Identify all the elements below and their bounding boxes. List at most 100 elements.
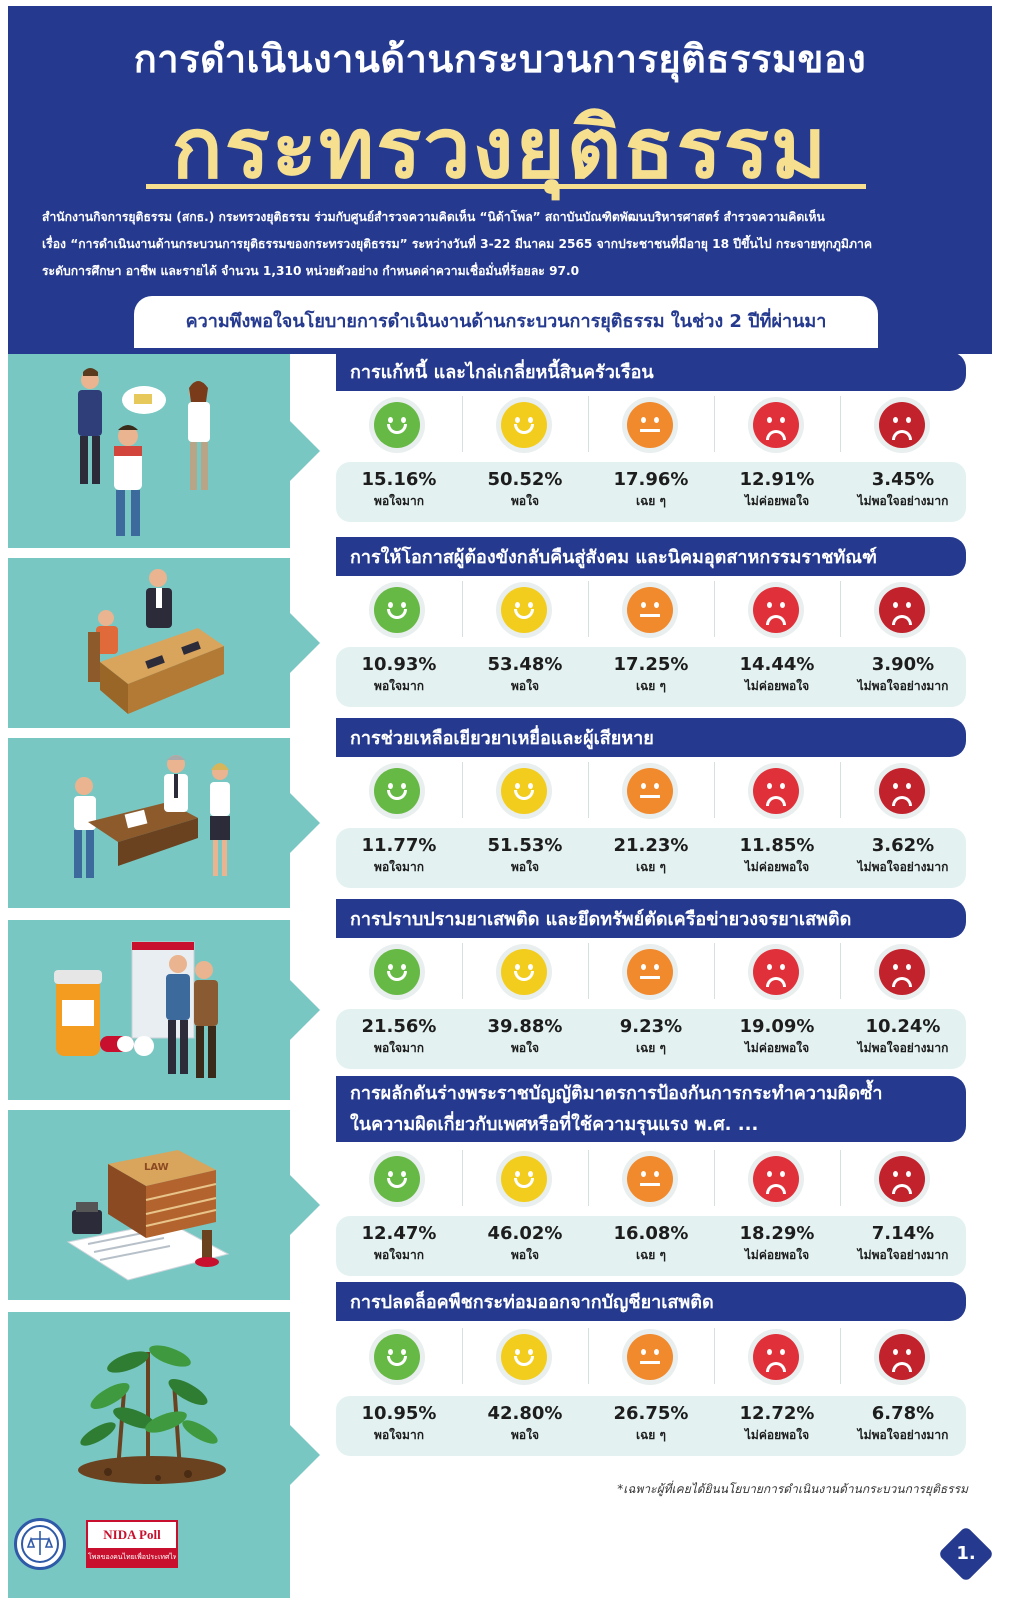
value-cell: 3.62% ไม่พอใจอย่างมาก (840, 828, 966, 888)
face-row (336, 581, 966, 637)
rating-label: ไม่ค่อยพอใจ (744, 1041, 810, 1055)
rating-label: พอใจมาก (374, 494, 424, 508)
value-cell: 26.75% เฉย ๆ (588, 1396, 714, 1456)
percentage: 6.78% (871, 1403, 935, 1424)
value-cell: 3.90% ไม่พอใจอย่างมาก (840, 647, 966, 707)
face-cell (462, 762, 588, 818)
face-cell (462, 943, 588, 999)
rating-label: ไม่ค่อยพอใจ (744, 1248, 810, 1262)
percentage: 50.52% (487, 469, 563, 490)
percentage: 10.95% (361, 1403, 437, 1424)
percentage: 46.02% (487, 1223, 563, 1244)
frown-darkred-icon (879, 402, 925, 448)
section-title: การปราบปรามยาเสพติด และยึดทรัพย์ตัดเครือ… (336, 899, 966, 938)
face-cell (840, 581, 966, 637)
percentage: 17.25% (613, 654, 689, 675)
rating-label: พอใจ (510, 860, 539, 874)
drug-arrest-illustration (54, 941, 218, 1078)
value-cell: 10.24% ไม่พอใจอย่างมาก (840, 1009, 966, 1069)
face-cell (588, 1150, 714, 1206)
percentage: 21.23% (613, 835, 689, 856)
intro-line: สำนักงานกิจการยุติธรรม (สกธ.) กระทรวงยุต… (42, 210, 825, 224)
rating-label: ไม่พอใจอย่างมาก (857, 1041, 949, 1055)
rating-label: พอใจ (510, 1041, 539, 1055)
percentage: 15.16% (361, 469, 437, 490)
value-cell: 39.88% พอใจ (462, 1009, 588, 1069)
section-title-line1: การผลักดันร่างพระราชบัญญัติมาตรการป้องกั… (350, 1083, 883, 1104)
face-cell (462, 396, 588, 452)
face-row (336, 1328, 966, 1384)
panel-arrow (290, 980, 320, 1040)
neutral-orange-icon (627, 587, 673, 633)
smile-green-icon (374, 949, 420, 995)
face-cell (462, 1328, 588, 1384)
smile-green-icon (374, 1156, 420, 1202)
victim-assistance-illustration (74, 755, 230, 878)
smile-green-icon (374, 402, 420, 448)
illustration-panel (8, 558, 320, 728)
face-row (336, 396, 966, 452)
section-title: การแก้หนี้ และไกล่เกลี่ยหนี้สินครัวเรือน (336, 352, 966, 391)
neutral-orange-icon (627, 768, 673, 814)
face-cell (462, 581, 588, 637)
neutral-orange-icon (627, 949, 673, 995)
values-row: 15.16% พอใจมาก 50.52% พอใจ 17.96% เฉย ๆ 12.… (336, 462, 966, 522)
logos: NIDA Poll โพลของคนไทยเพื่อประเทศไทย (14, 1514, 184, 1578)
value-cell: 42.80% พอใจ (462, 1396, 588, 1456)
page-number: 1. (956, 1543, 976, 1564)
percentage: 12.72% (739, 1403, 815, 1424)
value-cell: 21.56% พอใจมาก (336, 1009, 462, 1069)
ministry-seal-icon (14, 1518, 66, 1570)
title-underline (146, 184, 866, 189)
title-line1: การดำเนินงานด้านกระบวนการยุติธรรมของ (133, 37, 867, 81)
rating-label: พอใจ (510, 679, 539, 693)
illustration-panel (8, 738, 320, 908)
face-cell (462, 1150, 588, 1206)
frown-darkred-icon (879, 1156, 925, 1202)
value-cell: 9.23% เฉย ๆ (588, 1009, 714, 1069)
percentage: 9.23% (619, 1016, 683, 1037)
rating-label: พอใจ (510, 494, 539, 508)
face-cell (336, 762, 462, 818)
smile-yellow-icon (501, 949, 547, 995)
rating-label: พอใจมาก (374, 1041, 424, 1055)
percentage: 11.85% (739, 835, 815, 856)
law-book-label: LAW (144, 1162, 169, 1173)
illustration-panel (8, 354, 320, 548)
kratom-plant-illustration (78, 1345, 226, 1484)
frown-red-icon (753, 402, 799, 448)
section-title: การปลดล็อคพืชกระท่อมออกจากบัญชียาเสพติด (336, 1282, 966, 1321)
value-cell: 18.29% ไม่ค่อยพอใจ (714, 1216, 840, 1276)
percentage: 53.48% (487, 654, 563, 675)
rating-label: พอใจมาก (374, 1248, 424, 1262)
smile-green-icon (374, 768, 420, 814)
face-cell (588, 581, 714, 637)
frown-red-icon (753, 1334, 799, 1380)
panel-arrow (290, 421, 320, 481)
law-books-illustration: LAW (66, 1150, 230, 1281)
frown-darkred-icon (879, 1334, 925, 1380)
illustration-column: LAW (8, 354, 320, 1598)
neutral-orange-icon (627, 1156, 673, 1202)
panel-arrow (290, 793, 320, 853)
rating-label: เฉย ๆ (636, 1041, 666, 1055)
panel-arrow (290, 1175, 320, 1235)
percentage: 21.56% (361, 1016, 437, 1037)
percentage: 42.80% (487, 1403, 563, 1424)
smile-yellow-icon (501, 402, 547, 448)
rating-label: เฉย ๆ (636, 1428, 666, 1442)
value-cell: 21.23% เฉย ๆ (588, 828, 714, 888)
percentage: 39.88% (487, 1016, 563, 1037)
rating-label: ไม่ค่อยพอใจ (744, 679, 810, 693)
rating-label: ไม่พอใจอย่างมาก (857, 860, 949, 874)
values-row: 10.93% พอใจมาก 53.48% พอใจ 17.25% เฉย ๆ 14.… (336, 647, 966, 707)
rating-label: ไม่ค่อยพอใจ (744, 1428, 810, 1442)
rating-label: ไม่พอใจอย่างมาก (857, 1428, 949, 1442)
face-cell (840, 762, 966, 818)
percentage: 16.08% (613, 1223, 689, 1244)
rating-label: พอใจมาก (374, 1428, 424, 1442)
debt-mediation-illustration (78, 368, 210, 536)
rating-label: พอใจมาก (374, 679, 424, 693)
percentage: 3.45% (871, 469, 935, 490)
face-cell (714, 943, 840, 999)
